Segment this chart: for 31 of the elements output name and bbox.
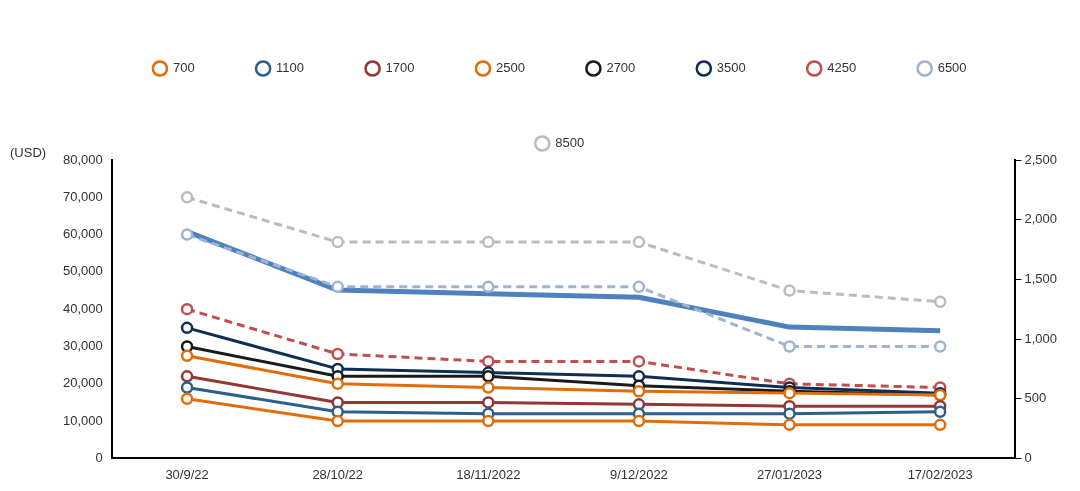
y2-tick-label: 1,000 <box>1024 330 1058 346</box>
x-tick-label: 18/11/2022 <box>456 466 521 482</box>
y2-tick-label: 2,500 <box>1024 151 1058 167</box>
legend-label: 700 <box>172 60 195 76</box>
y-tick-label: 20,000 <box>63 375 103 391</box>
x-tick-label: 30/9/22 <box>165 466 209 482</box>
y-tick-label: 50,000 <box>63 263 103 279</box>
legend-label: 3500 <box>716 60 746 76</box>
legend-label: 1700 <box>385 60 415 76</box>
x-tick-label: 27/01/2023 <box>757 466 823 482</box>
y2-tick-label: 500 <box>1024 390 1047 406</box>
y-tick-label: 0 <box>95 449 103 465</box>
legend-label: 1100 <box>276 60 305 76</box>
x-tick-label: 28/10/22 <box>312 466 363 482</box>
y-axis-title: (USD) <box>10 145 47 161</box>
legend-label: 6500 <box>937 60 967 76</box>
y-tick-label: 80,000 <box>63 151 103 167</box>
y2-tick-label: 0 <box>1024 449 1032 465</box>
y-tick-label: 40,000 <box>63 300 103 316</box>
legend-label: 2700 <box>606 60 636 76</box>
legend-label: 2500 <box>495 60 525 76</box>
x-tick-label: 9/12/2022 <box>610 466 668 482</box>
y-tick-label: 60,000 <box>63 226 103 242</box>
y-tick-label: 30,000 <box>63 338 103 354</box>
y2-tick-label: 2,000 <box>1024 211 1058 227</box>
legend-label: 8500 <box>555 135 585 151</box>
x-tick-label: 17/02/2023 <box>907 466 973 482</box>
y-tick-label: 70,000 <box>63 188 103 204</box>
y2-tick-label: 1,500 <box>1024 270 1058 286</box>
legend-label: 4250 <box>827 60 857 76</box>
y-tick-label: 10,000 <box>63 412 103 428</box>
